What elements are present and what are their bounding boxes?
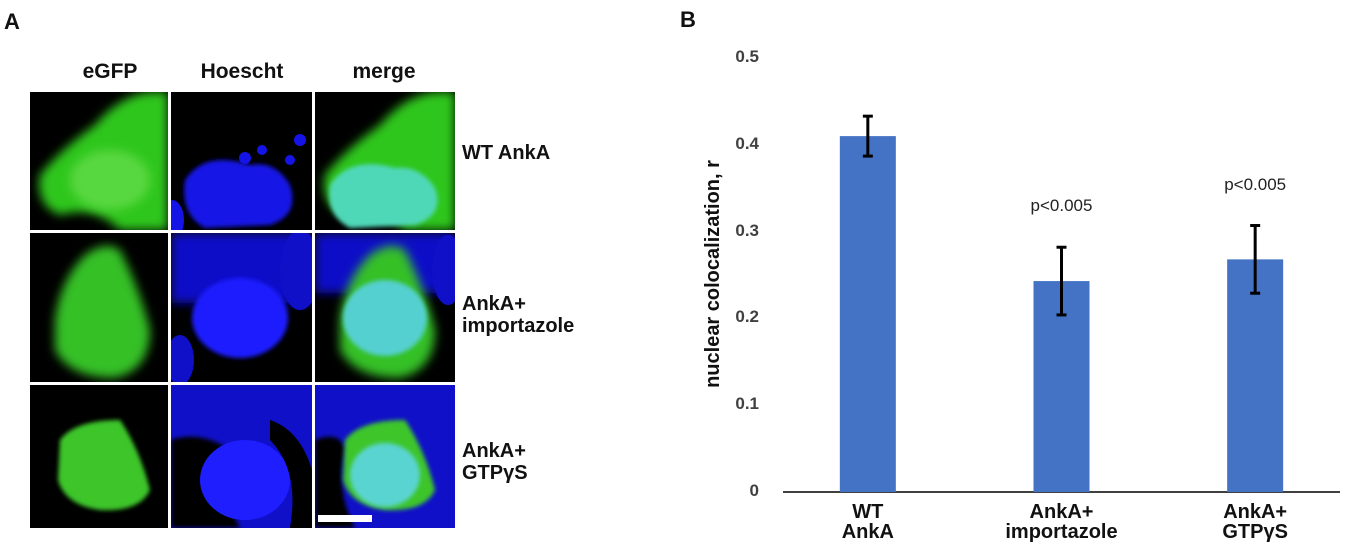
row-label: AnkA+ GTPγS (462, 440, 528, 484)
row-label: AnkA+ importazole (462, 293, 575, 337)
significance-label: p<0.005 (1224, 174, 1287, 194)
y-axis-label: nuclear colocalization, r (702, 160, 724, 388)
x-tick-label: AnkA+ GTPγS (1222, 501, 1288, 543)
micrograph (30, 92, 168, 230)
panel-letter: A (4, 9, 20, 34)
y-tick-label: 0.4 (735, 133, 759, 153)
bar (839, 136, 896, 492)
y-tick-label: 0 (749, 481, 759, 500)
micrograph (171, 233, 312, 382)
micrograph (171, 92, 312, 230)
micrograph (30, 233, 168, 382)
micrograph (315, 92, 455, 230)
x-tick-label: WT AnkA (841, 501, 894, 543)
bar-chart (783, 114, 1340, 493)
row-label: WT AnkA (462, 142, 551, 164)
micrograph (315, 233, 455, 382)
scale-bar (318, 515, 372, 522)
y-tick-label: 0.1 (735, 394, 759, 414)
panel-letter: B (680, 7, 696, 32)
x-tick-label: AnkA+ importazole (1005, 501, 1118, 543)
bar (1227, 259, 1284, 492)
micrograph (171, 385, 312, 528)
micrograph-grid (28, 90, 457, 530)
column-header: Hoescht (200, 60, 284, 83)
micrograph (315, 385, 455, 528)
y-tick-label: 0.3 (735, 220, 759, 240)
column-header: merge (352, 60, 416, 83)
y-tick-label: 0.2 (735, 307, 759, 327)
micrograph (30, 385, 168, 528)
y-tick-label: 0.5 (735, 47, 759, 66)
significance-label: p<0.005 (1030, 196, 1093, 216)
column-header: eGFP (82, 60, 138, 83)
